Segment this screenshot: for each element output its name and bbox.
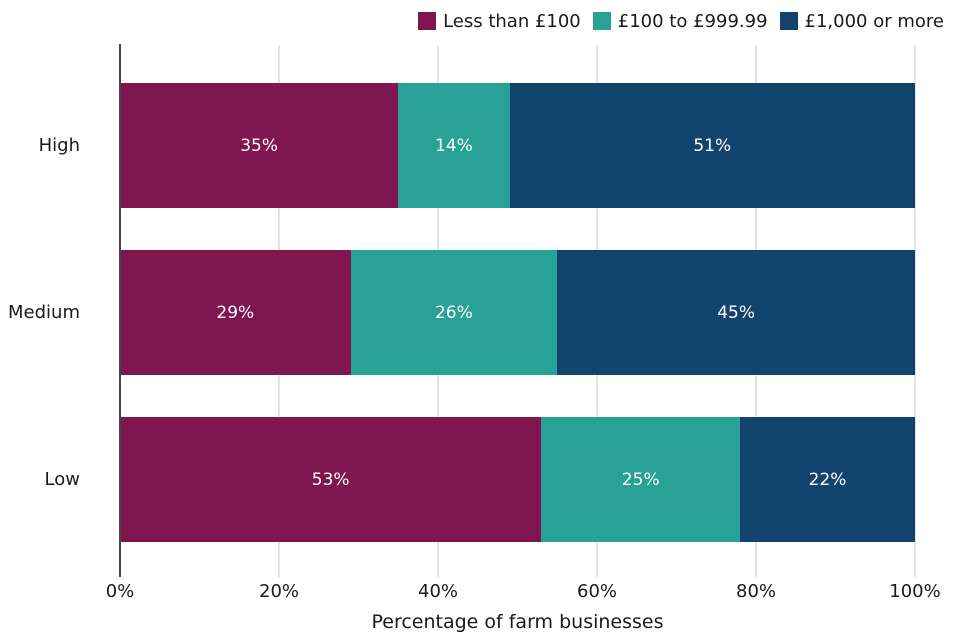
bar-segment: 25% <box>541 417 741 542</box>
bar-segment-label: 53% <box>311 469 350 490</box>
x-tick-label: 80% <box>735 581 777 602</box>
bar-segment: 35% <box>120 83 399 208</box>
y-axis-label: High <box>38 135 80 156</box>
bar-row: 29% 26% 45% <box>120 250 915 375</box>
bar-segment: 22% <box>740 417 915 542</box>
legend-item: £100 to £999.99 <box>592 10 768 32</box>
x-tick-label: 100% <box>889 581 941 602</box>
bar-segment: 45% <box>557 250 915 375</box>
y-axis-line <box>119 44 121 577</box>
bar-segment-label: 35% <box>240 135 279 156</box>
legend-swatch <box>779 12 798 30</box>
legend-swatch <box>592 12 611 30</box>
bar-segment: 14% <box>398 83 510 208</box>
x-axis-title: Percentage of farm businesses <box>371 611 664 633</box>
legend-item: Less than £100 <box>418 11 581 32</box>
y-axis-label: Low <box>44 469 80 490</box>
x-tick-label: 20% <box>258 581 300 602</box>
x-tick-label: 40% <box>417 581 459 602</box>
legend-label: £100 to £999.99 <box>617 10 768 32</box>
bar-segment: 51% <box>509 83 915 208</box>
bar-segment: 53% <box>120 417 542 542</box>
bar-segment: 26% <box>350 250 558 375</box>
bar-segment-label: 26% <box>434 302 473 323</box>
bar-segment-label: 45% <box>717 302 755 323</box>
chart-legend: Less than £100 £100 to £999.99 £1,000 or m… <box>0 8 944 34</box>
legend-label: £1,000 or more <box>804 10 944 32</box>
y-axis-labels: High Medium Low <box>0 45 80 577</box>
y-axis-label: Medium <box>8 302 80 323</box>
x-tick-label: 60% <box>576 581 618 602</box>
legend-swatch <box>418 12 437 30</box>
x-tick-label: 0% <box>105 581 135 602</box>
bar-segment-label: 25% <box>621 469 660 490</box>
x-axis-ticks: 0% 20% 40% 60% 80% 100% <box>106 581 941 603</box>
bar-row: 53% 25% 22% <box>120 417 915 542</box>
legend-item: £1,000 or more <box>779 10 944 32</box>
legend-label: Less than £100 <box>443 10 581 32</box>
gridline <box>914 45 916 577</box>
plot-area: 35% 14% 51% 29% 26% 45% 53% 25% 22% <box>119 44 916 577</box>
bar-segment: 29% <box>120 250 351 375</box>
bar-segment-label: 29% <box>216 302 255 323</box>
bar-row: 35% 14% 51% <box>120 83 915 208</box>
bar-segment-label: 51% <box>693 135 732 156</box>
bar-segment-label: 14% <box>435 135 473 156</box>
bar-segment-label: 22% <box>808 469 847 490</box>
